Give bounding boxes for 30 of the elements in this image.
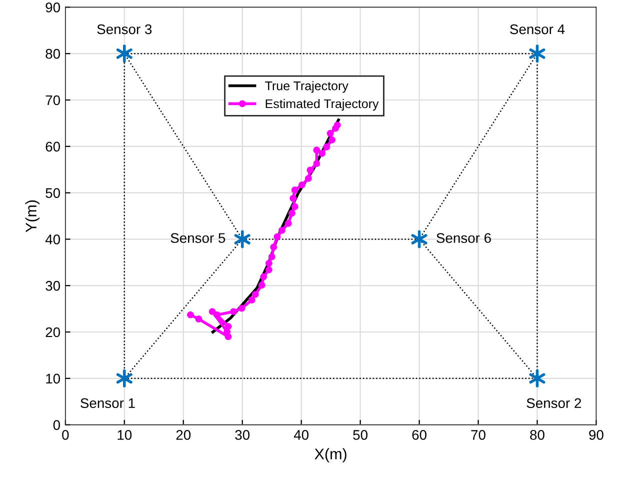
legend-label: True Trajectory	[265, 81, 348, 93]
y-tick-label: 0	[53, 420, 60, 430]
x-tick-label: 40	[294, 430, 309, 440]
y-axis-title: Y(m)	[25, 200, 40, 232]
y-tick-label: 50	[46, 188, 60, 198]
annotation: Sensor 6	[436, 233, 491, 243]
y-tick-label: 30	[46, 280, 60, 291]
annotation: Sensor 1	[80, 398, 135, 408]
x-tick-label: 0	[62, 430, 69, 440]
annotation: Sensor 5	[170, 233, 226, 243]
x-tick-label: 60	[412, 430, 426, 440]
x-tick-label: 70	[471, 430, 486, 440]
y-tick-label: 80	[46, 48, 60, 59]
legend-label: Estimated Trajectory	[266, 98, 379, 111]
y-tick-label: 10	[46, 374, 60, 384]
y-tick-label: 60	[46, 142, 60, 152]
y-tick-label: 40	[45, 234, 60, 244]
y-tick-label: 20	[46, 327, 60, 338]
y-tick-label: 90	[46, 2, 60, 12]
y-tick-label: 70	[46, 95, 60, 106]
annotation: Sensor 2	[526, 398, 581, 408]
x-tick-label: 20	[176, 430, 191, 440]
annotation: Sensor 3	[97, 24, 152, 34]
x-tick-label: 80	[530, 430, 544, 440]
x-tick-label: 90	[589, 430, 604, 440]
x-axis-title: X(m)	[314, 448, 346, 462]
annotation: Sensor 4	[510, 24, 565, 34]
x-tick-label: 30	[235, 430, 250, 440]
x-tick-label: 50	[353, 430, 368, 440]
x-tick-label: 10	[118, 430, 132, 440]
